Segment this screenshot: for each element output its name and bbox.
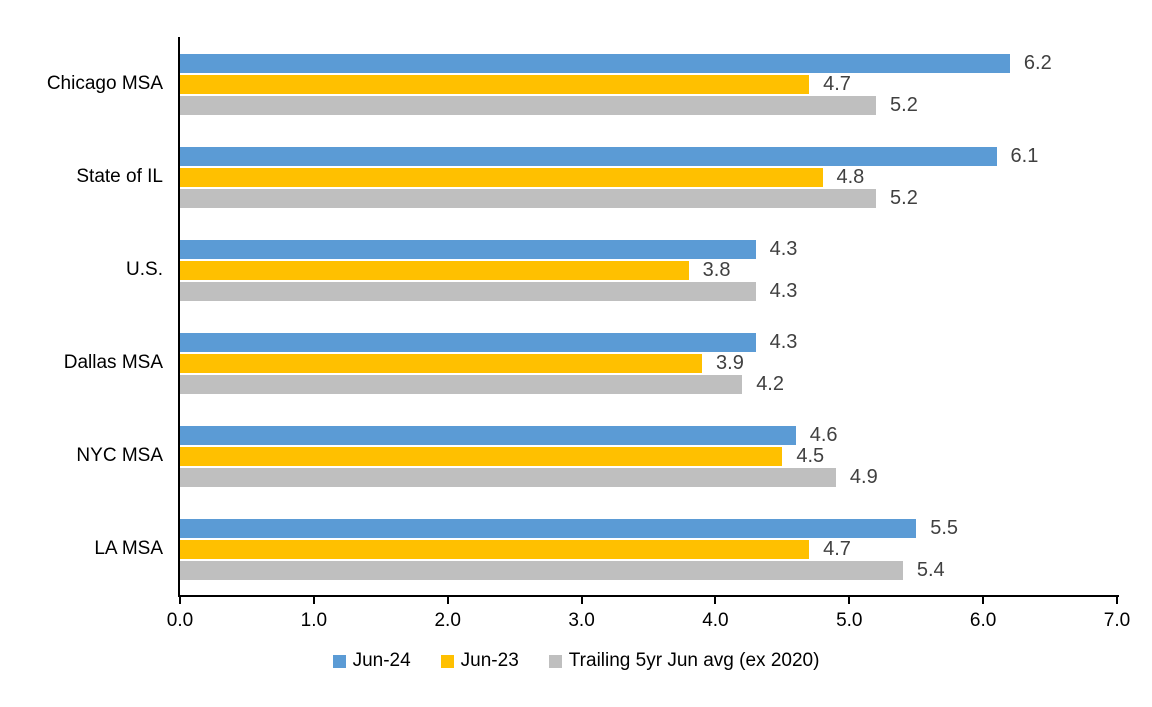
- y-axis-line: [178, 37, 180, 597]
- bar-value-label: 5.4: [916, 559, 945, 581]
- x-tick-mark: [312, 595, 315, 604]
- bar-trailing-5yr-jun-avg-ex-2020: [180, 375, 743, 394]
- x-tick-label: 2.0: [434, 610, 461, 631]
- bar-trailing-5yr-jun-avg-ex-2020: [180, 189, 877, 208]
- x-tick-label: 4.0: [702, 610, 729, 631]
- legend: Jun-24 Jun-23 Trailing 5yr Jun avg (ex 2…: [0, 650, 1152, 672]
- bar-jun-23: [180, 447, 783, 466]
- bar-value-label: 6.2: [1023, 52, 1052, 74]
- bar-value-label: 4.3: [769, 280, 798, 302]
- bar-jun-24: [180, 426, 796, 445]
- x-tick-mark: [848, 595, 851, 604]
- legend-item-trailing-avg: Trailing 5yr Jun avg (ex 2020): [548, 650, 820, 672]
- x-tick-label: 3.0: [568, 610, 595, 631]
- bar-jun-23: [180, 261, 689, 280]
- bar-value-label: 4.5: [796, 445, 825, 467]
- x-tick-mark: [714, 595, 717, 604]
- bar-value-label: 3.9: [716, 352, 744, 374]
- bar-value-label: 4.6: [809, 424, 838, 446]
- category-label-nyc-msa: NYC MSA: [76, 444, 163, 466]
- bar-jun-23: [180, 540, 810, 559]
- bar-jun-24: [180, 54, 1010, 73]
- legend-swatch-jun-23-icon: [440, 654, 454, 668]
- category-label-state-of-il: State of IL: [76, 165, 163, 187]
- bar-jun-24: [180, 333, 756, 352]
- bar-trailing-5yr-jun-avg-ex-2020: [180, 96, 877, 115]
- bar-value-label: 4.3: [769, 331, 798, 353]
- x-tick-mark: [446, 595, 449, 604]
- bar-value-label: 3.8: [702, 259, 731, 281]
- bar-jun-23: [180, 75, 810, 94]
- category-label-us: U.S.: [126, 258, 163, 280]
- bar-jun-24: [180, 519, 917, 538]
- bar-value-label: 4.7: [823, 538, 851, 560]
- category-label-dallas-msa: Dallas MSA: [63, 351, 163, 373]
- bar-jun-23: [180, 354, 703, 373]
- x-tick-label: 1.0: [300, 610, 328, 631]
- bar-jun-23: [180, 168, 823, 187]
- bar-value-label: 6.1: [1010, 145, 1039, 167]
- x-tick-mark: [1116, 595, 1118, 604]
- bar-value-label: 4.2: [756, 373, 784, 395]
- bar-value-label: 4.7: [823, 73, 851, 95]
- bar-jun-24: [180, 147, 997, 166]
- category-label-chicago-msa: Chicago MSA: [46, 72, 163, 94]
- legend-label-jun-24: Jun-24: [352, 650, 411, 671]
- bar-trailing-5yr-jun-avg-ex-2020: [180, 468, 836, 487]
- bar-value-label: 5.5: [930, 517, 959, 539]
- x-tick-label: 5.0: [836, 610, 863, 631]
- bar-value-label: 5.2: [890, 94, 918, 116]
- x-tick-mark: [179, 595, 181, 604]
- x-tick-label: 0.0: [166, 610, 194, 631]
- bar-value-label: 5.2: [890, 187, 918, 209]
- legend-label-jun-23: Jun-23: [460, 650, 519, 671]
- x-tick-mark: [982, 595, 985, 604]
- legend-swatch-trailing-avg-icon: [548, 654, 562, 668]
- legend-item-jun-24: Jun-24: [332, 650, 411, 672]
- legend-swatch-jun-24-icon: [332, 654, 346, 668]
- x-tick-label: 6.0: [969, 610, 997, 631]
- bar-value-label: 4.8: [836, 166, 865, 188]
- bar-jun-24: [180, 240, 756, 259]
- x-tick-mark: [580, 595, 583, 604]
- legend-item-jun-23: Jun-23: [440, 650, 519, 672]
- bar-trailing-5yr-jun-avg-ex-2020: [180, 282, 756, 301]
- bar-value-label: 4.3: [769, 238, 798, 260]
- x-axis-line: [178, 595, 1119, 597]
- x-tick-label: 7.0: [1103, 610, 1131, 631]
- bar-value-label: 4.9: [849, 466, 878, 488]
- legend-label-trailing-avg: Trailing 5yr Jun avg (ex 2020): [568, 650, 820, 671]
- category-label-la-msa: LA MSA: [94, 537, 163, 559]
- bar-trailing-5yr-jun-avg-ex-2020: [180, 561, 903, 580]
